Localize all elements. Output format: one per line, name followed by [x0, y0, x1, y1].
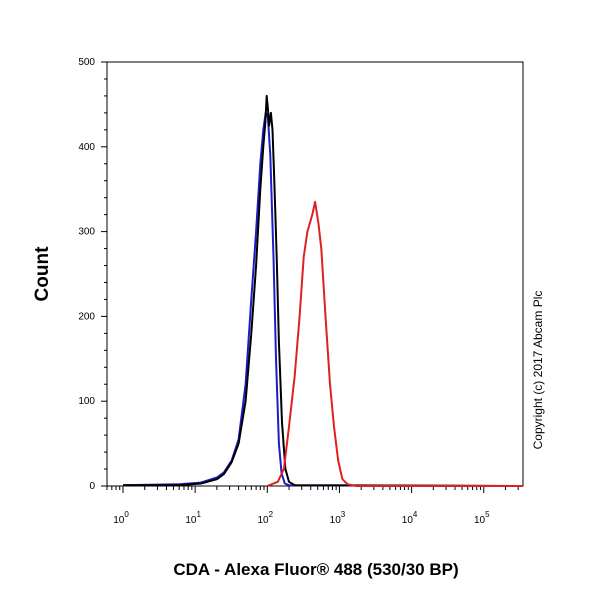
x-tick-exponent: 2	[269, 510, 274, 519]
x-tick-base: 10	[474, 515, 486, 526]
y-tick-label: 200	[78, 311, 95, 322]
series-layer	[122, 94, 524, 487]
x-tick-label: 100	[113, 510, 129, 526]
y-tick-label: 100	[78, 396, 95, 407]
x-axis-title: CDA - Alexa Fluor® 488 (530/30 BP)	[173, 560, 458, 579]
series-line	[122, 111, 524, 487]
x-tick-base: 10	[185, 515, 197, 526]
y-axis: 0 100 200 300 400 500	[78, 57, 107, 492]
x-tick-base: 10	[258, 515, 270, 526]
x-tick-label: 103	[330, 510, 346, 526]
y-tick-label: 400	[78, 142, 95, 153]
plot-frame	[106, 61, 524, 487]
x-tick-exponent: 5	[485, 510, 490, 519]
series-line	[123, 94, 524, 487]
x-tick-label: 101	[185, 510, 201, 526]
x-tick-exponent: 4	[413, 510, 418, 519]
y-axis-title: Count	[32, 246, 53, 302]
x-tick-base: 10	[330, 515, 342, 526]
x-tick-base: 10	[113, 515, 125, 526]
x-tick-base: 10	[402, 515, 414, 526]
x-tick-label: 102	[258, 510, 274, 526]
x-tick-label: 105	[474, 510, 490, 526]
copyright-notice: Copyright (c) 2017 Abcam Plc	[531, 291, 545, 450]
x-tick-label: 104	[402, 510, 418, 526]
series-line	[266, 200, 523, 487]
x-tick-exponent: 1	[196, 510, 201, 519]
y-tick-label: 300	[78, 227, 95, 238]
y-tick-label: 500	[78, 57, 95, 68]
y-tick-label: 0	[89, 481, 95, 492]
x-tick-exponent: 3	[341, 510, 346, 519]
x-tick-exponent: 0	[124, 510, 129, 519]
